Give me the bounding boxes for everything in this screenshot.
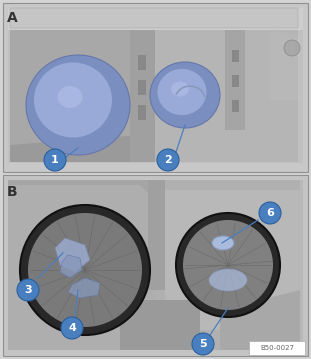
- Text: 4: 4: [68, 323, 76, 333]
- Bar: [3, 175, 308, 356]
- Bar: [8, 8, 303, 30]
- Text: B: B: [7, 185, 17, 199]
- FancyBboxPatch shape: [249, 341, 305, 355]
- Polygon shape: [155, 180, 300, 350]
- Ellipse shape: [171, 81, 189, 97]
- Circle shape: [192, 333, 214, 355]
- Text: 1: 1: [51, 155, 59, 165]
- Text: 2: 2: [164, 155, 172, 165]
- Circle shape: [44, 149, 66, 171]
- Ellipse shape: [212, 236, 234, 250]
- Bar: [232, 50, 239, 62]
- Circle shape: [176, 213, 280, 317]
- Circle shape: [28, 213, 142, 327]
- Ellipse shape: [34, 62, 112, 137]
- Polygon shape: [68, 278, 100, 298]
- Text: A: A: [7, 11, 17, 25]
- Text: 6: 6: [266, 208, 274, 218]
- Polygon shape: [10, 8, 298, 28]
- Bar: [138, 105, 146, 120]
- Bar: [138, 80, 146, 95]
- Text: 5: 5: [199, 339, 207, 349]
- Circle shape: [61, 317, 83, 339]
- Text: 3: 3: [24, 285, 32, 295]
- Polygon shape: [60, 255, 82, 278]
- Polygon shape: [270, 30, 298, 100]
- FancyBboxPatch shape: [8, 180, 303, 350]
- Polygon shape: [140, 30, 298, 162]
- Circle shape: [284, 40, 300, 56]
- Ellipse shape: [157, 69, 207, 115]
- Polygon shape: [165, 190, 300, 330]
- Polygon shape: [120, 300, 200, 350]
- Polygon shape: [8, 185, 155, 350]
- Polygon shape: [10, 30, 298, 162]
- Circle shape: [183, 220, 273, 310]
- Text: B50-0027: B50-0027: [260, 345, 294, 351]
- Polygon shape: [10, 30, 140, 162]
- Polygon shape: [130, 30, 155, 162]
- Polygon shape: [10, 135, 140, 162]
- Ellipse shape: [150, 62, 220, 128]
- Bar: [138, 55, 146, 70]
- Polygon shape: [225, 30, 245, 130]
- FancyBboxPatch shape: [8, 8, 303, 163]
- Polygon shape: [148, 180, 165, 290]
- Polygon shape: [220, 290, 300, 350]
- Circle shape: [259, 202, 281, 224]
- Polygon shape: [55, 238, 90, 272]
- Circle shape: [157, 149, 179, 171]
- Circle shape: [17, 279, 39, 301]
- Polygon shape: [8, 180, 155, 350]
- Ellipse shape: [26, 55, 130, 155]
- Bar: [232, 75, 239, 87]
- Bar: [232, 100, 239, 112]
- Bar: [3, 3, 308, 172]
- Circle shape: [20, 205, 150, 335]
- Ellipse shape: [58, 86, 82, 108]
- Ellipse shape: [209, 269, 247, 291]
